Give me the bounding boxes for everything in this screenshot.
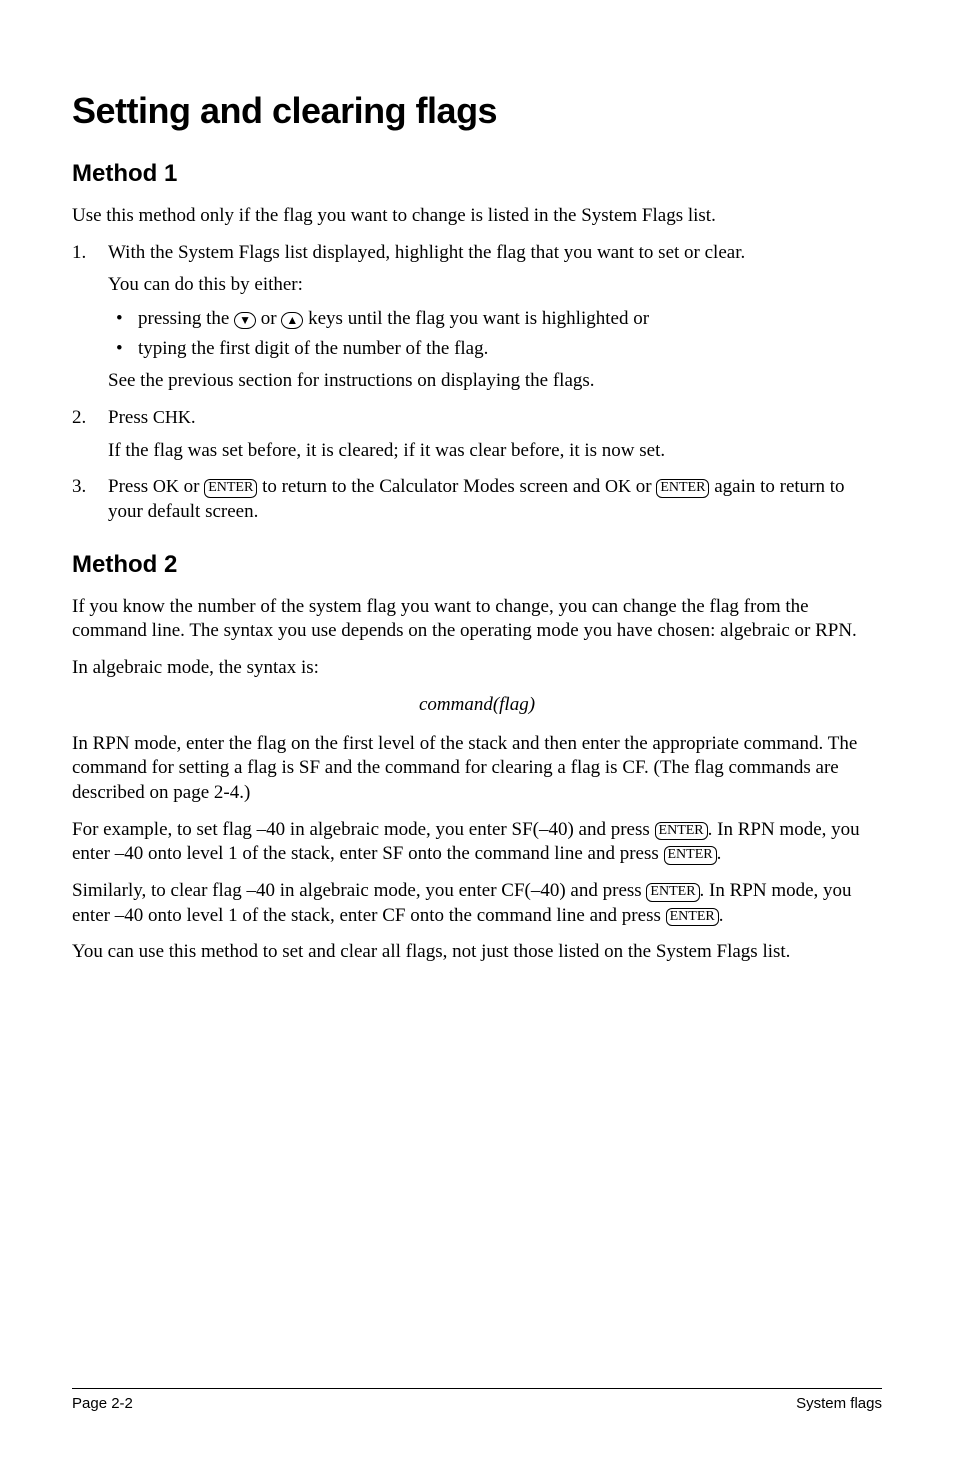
method2-p3: In RPN mode, enter the flag on the first… bbox=[72, 732, 882, 806]
enter-key-icon: ENTER bbox=[664, 846, 717, 865]
down-arrow-key-icon: ▼ bbox=[234, 312, 256, 329]
step2-main: Press CHK. bbox=[108, 406, 882, 431]
method1-heading: Method 1 bbox=[72, 160, 882, 188]
section-name: System flags bbox=[796, 1395, 882, 1412]
text-fragment: or bbox=[256, 308, 281, 329]
step1-main: With the System Flags list displayed, hi… bbox=[108, 241, 882, 266]
method2-p4: For example, to set flag –40 in algebrai… bbox=[72, 818, 882, 867]
text-fragment: or bbox=[179, 476, 204, 497]
text-fragment: Similarly, to clear flag –40 in algebrai… bbox=[72, 880, 646, 901]
method1-steps: With the System Flags list displayed, hi… bbox=[72, 241, 882, 525]
text-fragment: keys until the flag you want is highligh… bbox=[303, 308, 649, 329]
page-title: Setting and clearing flags bbox=[72, 90, 882, 132]
method1-intro: Use this method only if the flag you wan… bbox=[72, 204, 882, 229]
up-arrow-key-icon: ▲ bbox=[281, 312, 303, 329]
bullet-arrow-keys: pressing the ▼ or ▲ keys until the flag … bbox=[108, 306, 882, 332]
step1-sub2: See the previous section for instruction… bbox=[108, 369, 882, 394]
step2-sub: If the flag was set before, it is cleare… bbox=[108, 439, 882, 464]
method2-p5: Similarly, to clear flag –40 in algebrai… bbox=[72, 879, 882, 928]
step1-sub1: You can do this by either: bbox=[108, 273, 882, 298]
step-3: Press OK or ENTER to return to the Calcu… bbox=[72, 475, 882, 524]
enter-key-icon: ENTER bbox=[666, 908, 719, 927]
text-fragment: . bbox=[717, 843, 722, 864]
text-fragment: For example, to set flag –40 in algebrai… bbox=[72, 819, 655, 840]
enter-key-icon: ENTER bbox=[204, 479, 257, 498]
step3-main: Press OK or ENTER to return to the Calcu… bbox=[108, 475, 882, 524]
page-footer: Page 2-2 System flags bbox=[72, 1388, 882, 1412]
enter-key-icon: ENTER bbox=[646, 883, 699, 902]
text-fragment: . bbox=[191, 407, 196, 428]
text-fragment: or bbox=[631, 476, 656, 497]
page-number: Page 2-2 bbox=[72, 1395, 133, 1412]
enter-key-icon: ENTER bbox=[655, 822, 708, 841]
step-2: Press CHK. If the flag was set before, i… bbox=[72, 406, 882, 463]
ok-label: OK bbox=[605, 476, 631, 496]
bullet-type-digit: typing the first digit of the number of … bbox=[108, 336, 882, 362]
method2-p2: In algebraic mode, the syntax is: bbox=[72, 656, 882, 681]
text-fragment: . bbox=[719, 905, 724, 926]
step-1: With the System Flags list displayed, hi… bbox=[72, 241, 882, 394]
ok-label: OK bbox=[153, 476, 179, 496]
syntax-example: command(flag) bbox=[72, 693, 882, 718]
text-fragment: pressing the bbox=[138, 308, 234, 329]
method2-p1: If you know the number of the system fla… bbox=[72, 595, 882, 644]
text-fragment: Press bbox=[108, 476, 153, 497]
chk-label: CHK bbox=[153, 407, 191, 427]
text-fragment: Press bbox=[108, 407, 153, 428]
enter-key-icon: ENTER bbox=[656, 479, 709, 498]
text-fragment: to return to the Calculator Modes screen… bbox=[257, 476, 605, 497]
method2-p6: You can use this method to set and clear… bbox=[72, 940, 882, 965]
method2-heading: Method 2 bbox=[72, 551, 882, 579]
step1-bullets: pressing the ▼ or ▲ keys until the flag … bbox=[108, 306, 882, 361]
